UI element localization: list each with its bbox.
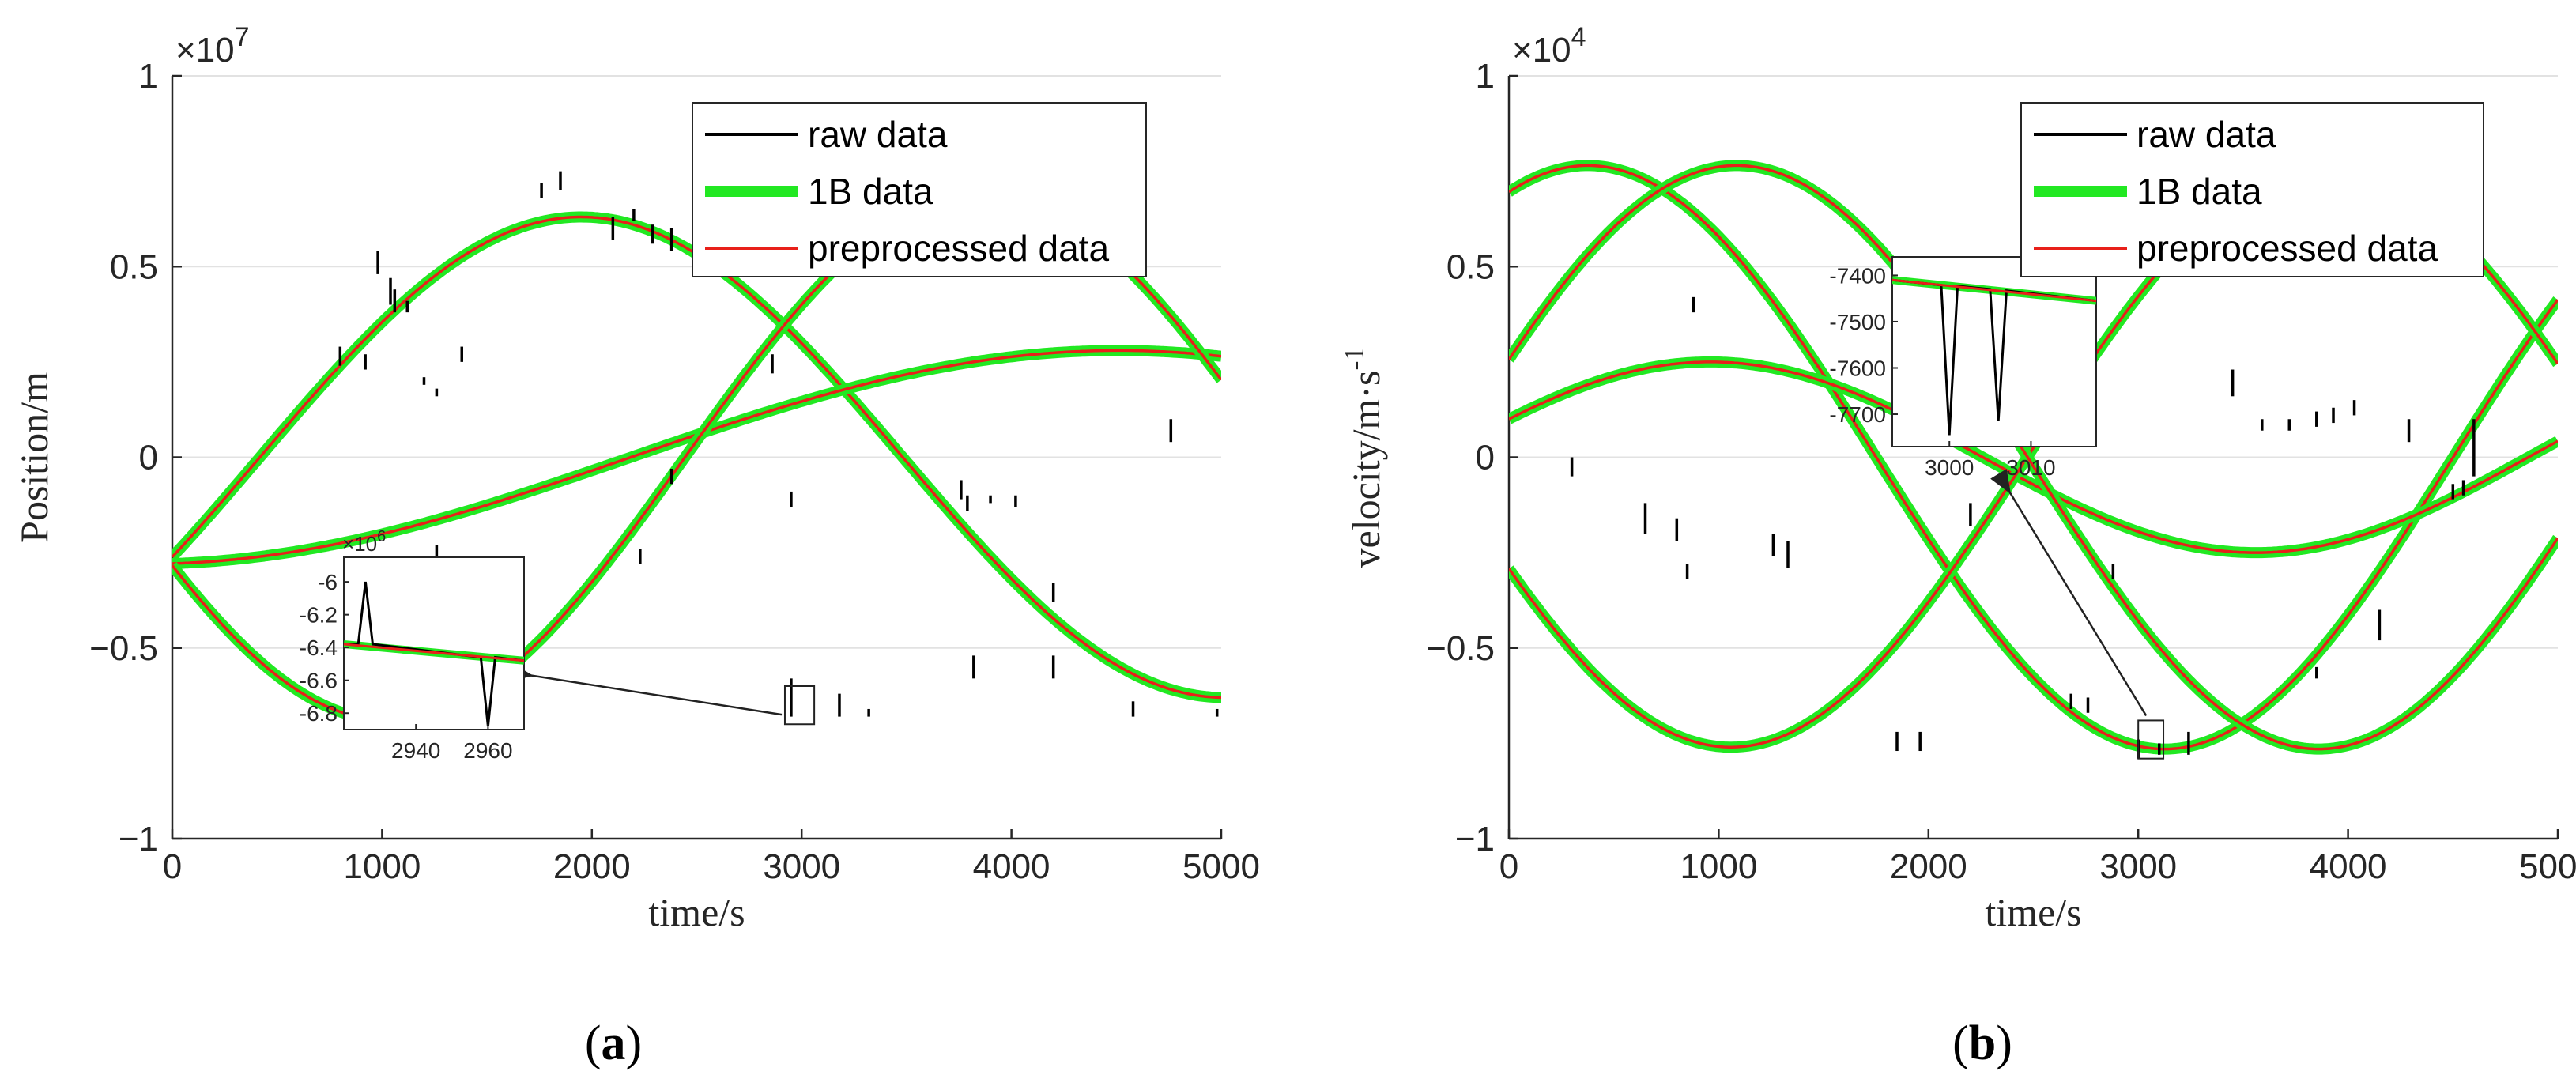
panel-label-letter: a <box>602 1017 626 1070</box>
panel-label-open: ( <box>585 1017 602 1070</box>
panel-label-close: ) <box>1996 1017 2012 1070</box>
x-tick-label: 0 <box>1499 847 1518 886</box>
panel-label: (a) <box>585 1017 642 1070</box>
inset-chart: -7400 -7500 -7600 -7700 3000 3010 <box>1829 256 2097 480</box>
x-tick-label: 4000 <box>2310 847 2387 886</box>
x-tick-label: 1000 <box>343 847 421 886</box>
y-multiplier-exponent: 7 <box>235 22 250 52</box>
y-axis-label-exponent: -1 <box>1338 347 1370 371</box>
x-tick-label: 5000 <box>1182 847 1260 886</box>
chart-panel-a: 0 1000 2000 3000 4000 5000−1−0.500.51×107time… <box>12 22 1260 1070</box>
panel-label-open: ( <box>1952 1017 1969 1070</box>
y-axis-label: Position/m <box>12 372 56 543</box>
preprocessed-data-line <box>1509 164 2558 751</box>
zoom-arrow-line <box>1999 476 2148 717</box>
inset-chart: -6 -6.2 -6.4 -6.6 -6.8 2940 2960 ×106 <box>300 528 525 763</box>
y-tick-label: 0.5 <box>110 247 158 286</box>
zoom-arrow-head <box>1990 469 2011 494</box>
legend-label-preprocessed: preprocessed data <box>2137 228 2438 269</box>
x-axis-label: time/s <box>648 890 745 934</box>
y-tick-label: 1 <box>139 57 158 96</box>
inset-multiplier-base: ×10 <box>342 532 377 556</box>
panel-label-letter: b <box>1969 1017 1996 1070</box>
inset-preprocessed-data-line <box>1892 278 2096 303</box>
inset-y-tick-label: -7500 <box>1829 310 1886 334</box>
x-tick-label: 3000 <box>763 847 840 886</box>
legend-label-raw: raw data <box>808 114 948 155</box>
x-tick-label: 3000 <box>2099 847 2177 886</box>
x-tick-label: 5000 <box>2519 847 2576 886</box>
x-tick-label: 4000 <box>973 847 1050 886</box>
x-tick-label: 1000 <box>1680 847 1757 886</box>
inset-y-tick-label: -7600 <box>1829 356 1886 380</box>
y-tick-label: −0.5 <box>89 629 158 668</box>
x-axis-label: time/s <box>1985 890 2081 934</box>
y-tick-label: −0.5 <box>1426 629 1495 668</box>
y-multiplier-exponent: 4 <box>1571 22 1586 52</box>
legend-label-preprocessed: preprocessed data <box>808 228 1109 269</box>
inset-x-tick-label: 2940 <box>391 738 440 763</box>
zoom-box <box>2137 719 2165 760</box>
x-tick-label: 0 <box>163 847 182 886</box>
y-tick-label: −1 <box>119 820 158 858</box>
legend-label-1b: 1B data <box>2137 171 2262 212</box>
inset-y-tick-label: -7700 <box>1829 402 1886 427</box>
legend-label-raw: raw data <box>2137 114 2276 155</box>
zoom-arrow-line <box>513 671 783 716</box>
panel-label: (b) <box>1952 1017 2012 1070</box>
inset-x-tick-label: 2960 <box>463 738 512 763</box>
y-tick-label: 0.5 <box>1446 247 1495 286</box>
y-multiplier: ×104 <box>1512 22 1586 70</box>
y-tick-label: 0 <box>1476 439 1495 477</box>
inset-y-tick-label: -7400 <box>1829 263 1886 288</box>
inset-x-tick-label: 3000 <box>1925 455 1974 480</box>
y-tick-label: −1 <box>1455 820 1495 858</box>
inset-y-tick-label: -6.6 <box>300 669 338 693</box>
zoom-box <box>783 685 816 726</box>
y-tick-label: 0 <box>139 439 158 477</box>
inset-multiplier: ×106 <box>342 528 386 556</box>
y-multiplier: ×107 <box>175 22 250 70</box>
x-tick-label: 2000 <box>1890 847 1967 886</box>
y-multiplier-base: ×10 <box>175 31 235 70</box>
chart-panel-b: 0 1000 2000 3000 4000 5000 −1 −0.5 0 0.5 1 ×104 time… <box>1338 22 2576 1070</box>
preprocessed-data-line <box>1509 360 2558 554</box>
inset-x-tick-label: 3010 <box>2006 455 2055 480</box>
y-axis-label: velocity/m·s-1 <box>1338 347 1388 568</box>
inset-y-tick-label: -6.2 <box>300 603 338 628</box>
preprocessed-data-line <box>1509 164 2558 751</box>
y-tick-label: 1 <box>1476 57 1495 96</box>
inset-multiplier-exponent: 6 <box>377 528 386 545</box>
y-axis-label-main: velocity/m·s <box>1344 371 1388 568</box>
inset-y-tick-label: -6.4 <box>300 636 338 660</box>
legend: raw data 1B data preprocessed data <box>692 102 1147 277</box>
x-tick-label: 2000 <box>553 847 631 886</box>
inset-plot-area <box>344 581 524 726</box>
panel-label-close: ) <box>626 1017 643 1070</box>
inset-preprocessed-data-line <box>344 643 524 662</box>
y-multiplier-base: ×10 <box>1512 31 1571 70</box>
inset-y-tick-label: -6.8 <box>300 701 338 726</box>
inset-plot-area <box>1892 276 2096 436</box>
legend: raw data 1B data preprocessed data <box>2020 102 2484 277</box>
inset-y-tick-label: -6 <box>318 570 338 594</box>
legend-label-1b: 1B data <box>808 171 933 212</box>
